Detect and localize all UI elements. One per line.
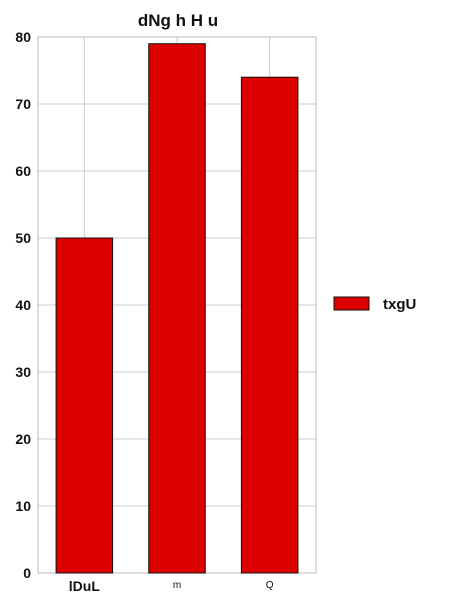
legend: txgU bbox=[334, 296, 416, 313]
bar-lDuL bbox=[56, 238, 113, 573]
x-axis-ticks: lDuL m Q bbox=[69, 578, 274, 594]
y-tick-label: 80 bbox=[15, 29, 31, 45]
y-tick-label: 70 bbox=[15, 96, 31, 112]
y-tick-label: 20 bbox=[15, 431, 31, 447]
y-tick-label: 10 bbox=[15, 498, 31, 514]
bar-m bbox=[149, 44, 206, 573]
y-tick-label: 30 bbox=[15, 364, 31, 380]
x-tick-label: m bbox=[173, 580, 181, 591]
y-tick-label: 0 bbox=[23, 565, 31, 581]
legend-swatch bbox=[334, 297, 369, 310]
bars bbox=[56, 44, 298, 573]
chart-title: dNg h H u bbox=[138, 11, 218, 30]
bar-Q bbox=[241, 77, 298, 573]
legend-label: txgU bbox=[383, 296, 416, 313]
y-axis-ticks: 0 10 20 30 40 50 60 70 80 bbox=[15, 29, 31, 581]
y-tick-label: 50 bbox=[15, 230, 31, 246]
y-tick-label: 40 bbox=[15, 297, 31, 313]
y-tick-label: 60 bbox=[15, 163, 31, 179]
x-tick-label: lDuL bbox=[69, 578, 101, 594]
x-tick-label: Q bbox=[266, 580, 274, 591]
